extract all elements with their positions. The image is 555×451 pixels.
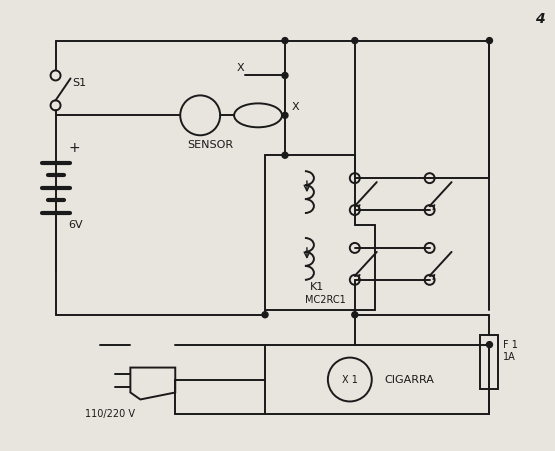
Bar bbox=[265, 345, 490, 414]
Text: MC2RC1: MC2RC1 bbox=[305, 295, 346, 305]
Circle shape bbox=[262, 312, 268, 318]
Text: S1: S1 bbox=[73, 78, 87, 88]
Text: F 1: F 1 bbox=[503, 340, 518, 350]
Text: X: X bbox=[292, 102, 300, 112]
Circle shape bbox=[282, 152, 288, 158]
Circle shape bbox=[487, 37, 492, 44]
Text: 4: 4 bbox=[534, 12, 544, 26]
Text: 110/220 V: 110/220 V bbox=[85, 410, 135, 419]
Text: 1A: 1A bbox=[503, 352, 516, 362]
Circle shape bbox=[352, 37, 358, 44]
Circle shape bbox=[352, 312, 358, 318]
Circle shape bbox=[282, 112, 288, 118]
Circle shape bbox=[487, 342, 492, 348]
Text: X: X bbox=[236, 64, 244, 74]
Text: CIGARRA: CIGARRA bbox=[385, 374, 435, 385]
Text: SENSOR: SENSOR bbox=[187, 140, 233, 150]
Text: X 1: X 1 bbox=[342, 374, 358, 385]
Text: K1: K1 bbox=[310, 282, 324, 292]
Circle shape bbox=[282, 37, 288, 44]
Text: +: + bbox=[68, 141, 80, 155]
Bar bbox=[481, 335, 498, 390]
Circle shape bbox=[282, 73, 288, 78]
Text: 6V: 6V bbox=[68, 220, 83, 230]
